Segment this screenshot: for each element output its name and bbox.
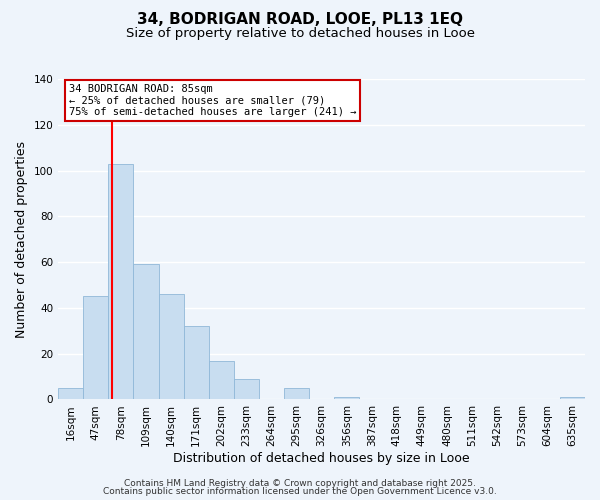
Bar <box>109 164 133 400</box>
Bar <box>234 379 259 400</box>
Y-axis label: Number of detached properties: Number of detached properties <box>15 140 28 338</box>
Bar <box>284 388 309 400</box>
Bar <box>334 397 359 400</box>
Bar <box>209 360 234 400</box>
Bar <box>560 397 585 400</box>
Bar <box>58 388 83 400</box>
Text: Contains HM Land Registry data © Crown copyright and database right 2025.: Contains HM Land Registry data © Crown c… <box>124 478 476 488</box>
X-axis label: Distribution of detached houses by size in Looe: Distribution of detached houses by size … <box>173 452 470 465</box>
Bar <box>184 326 209 400</box>
Text: Size of property relative to detached houses in Looe: Size of property relative to detached ho… <box>125 28 475 40</box>
Bar <box>133 264 158 400</box>
Text: Contains public sector information licensed under the Open Government Licence v3: Contains public sector information licen… <box>103 487 497 496</box>
Bar <box>158 294 184 400</box>
Bar <box>83 296 109 400</box>
Text: 34 BODRIGAN ROAD: 85sqm
← 25% of detached houses are smaller (79)
75% of semi-de: 34 BODRIGAN ROAD: 85sqm ← 25% of detache… <box>69 84 356 117</box>
Text: 34, BODRIGAN ROAD, LOOE, PL13 1EQ: 34, BODRIGAN ROAD, LOOE, PL13 1EQ <box>137 12 463 28</box>
